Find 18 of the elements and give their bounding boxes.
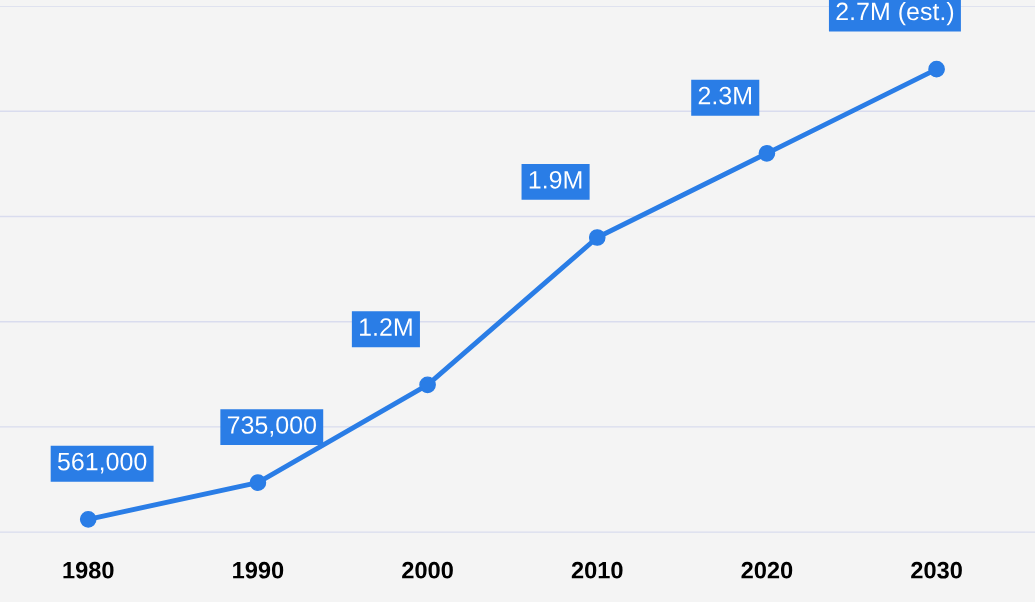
- point: [758, 144, 776, 162]
- data-label: 1.9M: [529, 170, 582, 189]
- x-tick-label: 2030: [911, 561, 962, 579]
- point: [249, 474, 267, 492]
- point: [419, 376, 436, 394]
- x-tick-label: 2000: [402, 561, 453, 579]
- data-label: 561,000: [57, 452, 147, 474]
- point: [928, 60, 945, 78]
- data-label: 2.3M: [698, 86, 751, 105]
- x-tick-label: 1990: [233, 561, 284, 579]
- point: [588, 229, 606, 246]
- data-label: 2.7M (est.): [836, 1, 954, 26]
- data-label: 1.2M: [360, 318, 412, 336]
- x-tick-label: 2020: [741, 561, 793, 579]
- x-tick-label: 1980: [63, 561, 114, 579]
- point: [79, 510, 97, 528]
- x-tick-label: 2010: [571, 561, 623, 579]
- data-label: 735,000: [227, 416, 316, 437]
